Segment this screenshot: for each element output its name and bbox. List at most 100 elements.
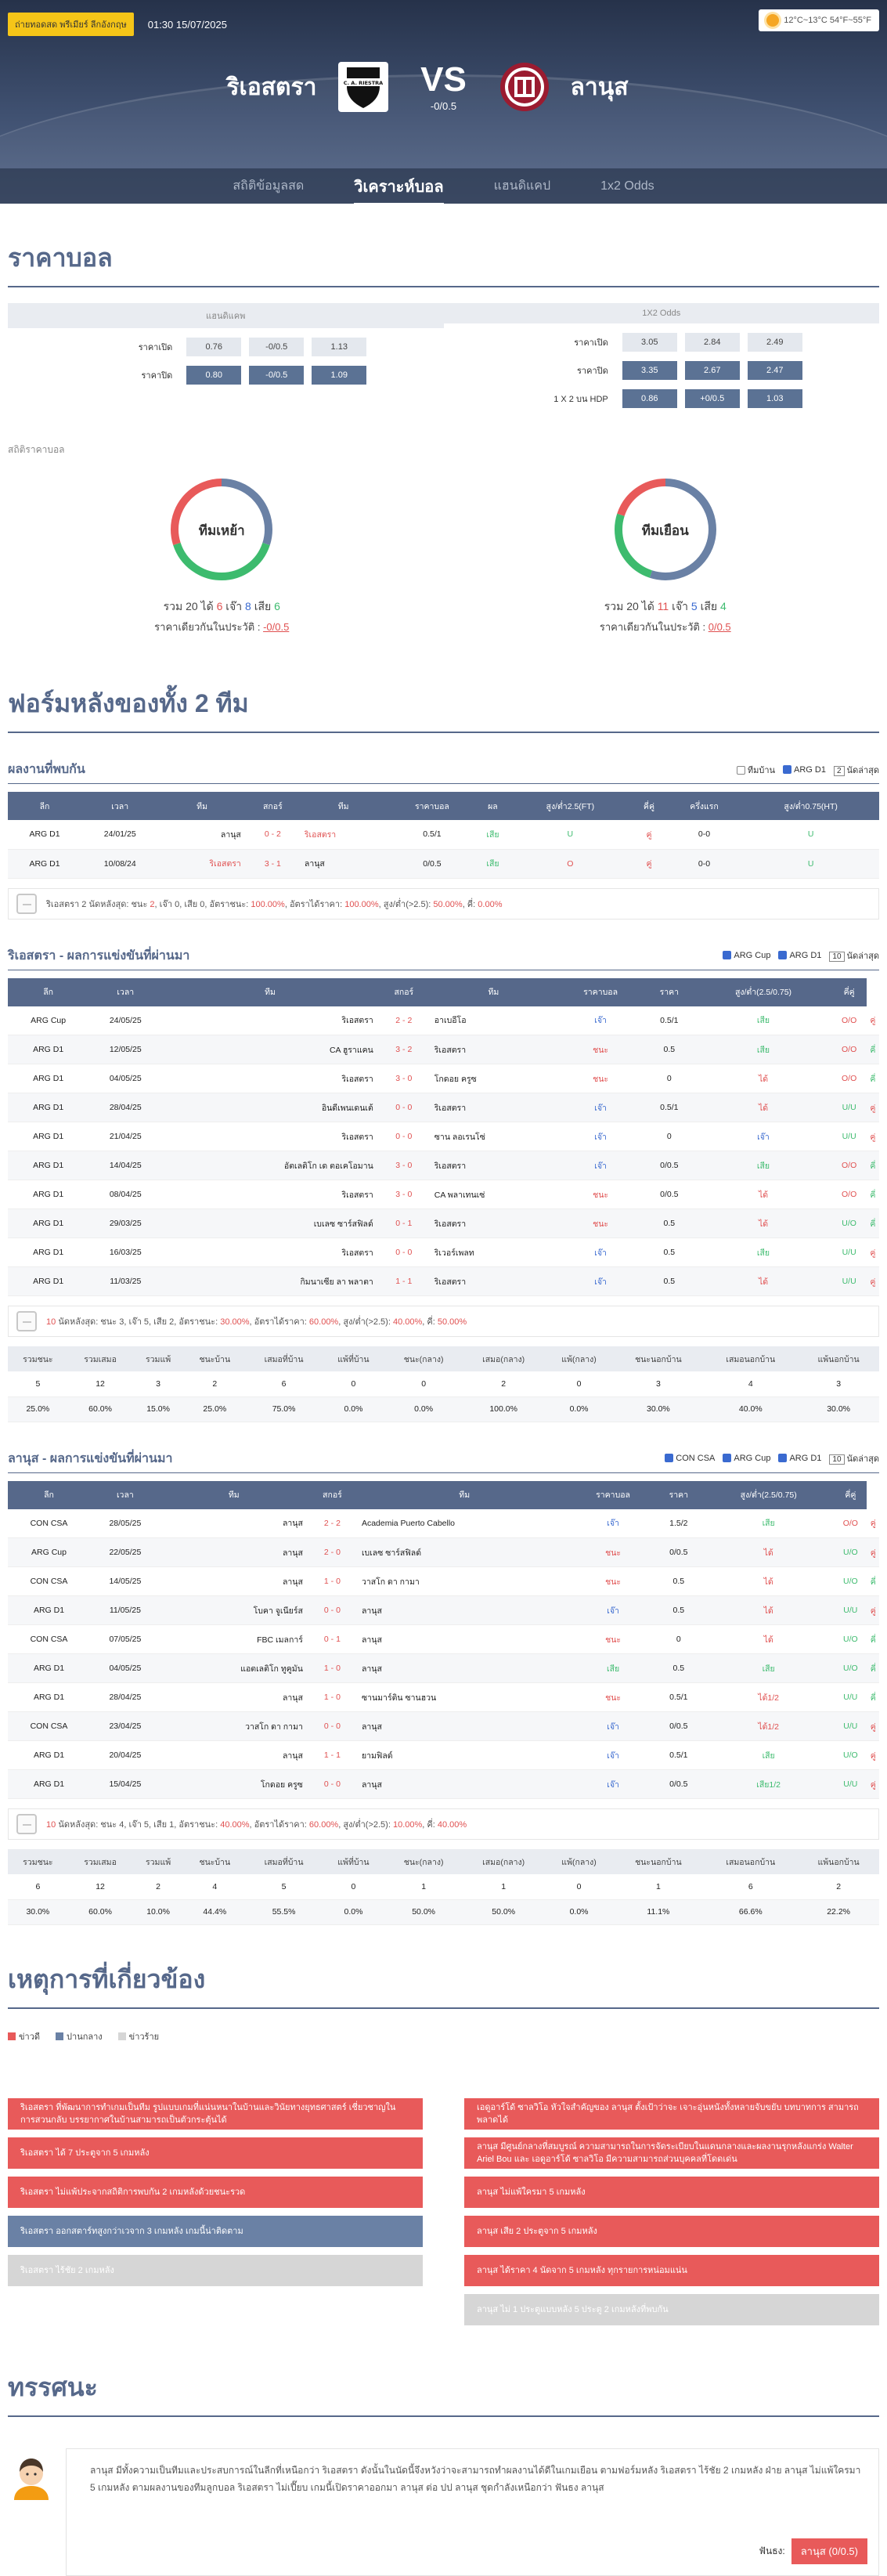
- table-cell: 0 - 0: [308, 1712, 357, 1741]
- con-csa-checkbox[interactable]: CON CSA: [665, 1454, 715, 1463]
- table-cell: 0.5/1: [654, 1683, 703, 1712]
- event-item: ริเอสตรา ที่พัฒนาการทำเกมเป็นทีม รูปแบบเ…: [8, 2098, 423, 2130]
- home-team-name[interactable]: ริเอสตรา: [137, 69, 317, 106]
- column-header: ราคาบอล: [557, 978, 644, 1006]
- table-cell: 10/08/24: [81, 849, 158, 878]
- column-header: ชนะ(กลาง): [385, 1849, 463, 1874]
- arg-cup-checkbox[interactable]: ARG Cup: [723, 951, 770, 960]
- event-item: ลานุส มีศูนย์กลางที่สมบูรณ์ ความสามารถใน…: [464, 2137, 879, 2169]
- neutral-news-swatch: [56, 2032, 63, 2040]
- tab-handicap[interactable]: แฮนดิแคป: [494, 168, 551, 204]
- live-broadcast-button[interactable]: ถ่ายทอดสด พรีเมียร์ ลีกอังกฤษ: [8, 13, 134, 36]
- pick-value[interactable]: ลานุส (0/0.5): [791, 2538, 867, 2564]
- table-cell: 0 - 2: [246, 820, 300, 849]
- table-cell: O: [508, 849, 632, 878]
- table-cell: กิมนาเซีย ลา พลาตา: [162, 1267, 378, 1296]
- column-header: เวลา: [81, 792, 158, 820]
- table-cell: ARG D1: [8, 1209, 88, 1238]
- table-cell: ริเอสตรา: [430, 1267, 557, 1296]
- table-cell: โกดอย ครูซ: [430, 1064, 557, 1093]
- table-cell: คู่: [867, 1509, 879, 1538]
- away-line-link[interactable]: 0/0.5: [709, 621, 731, 633]
- table-cell: ริเอสตรา: [430, 1035, 557, 1064]
- events-legend: ข่าวดี ปานกลาง ข่าวร้าย: [8, 2029, 879, 2043]
- table-cell: ริเอสตรา: [162, 1180, 378, 1209]
- arg-d1-checkbox[interactable]: ARG D1: [778, 951, 821, 960]
- tab-live-stats[interactable]: สถิติข้อมูลสด: [233, 168, 304, 204]
- table-cell: 100.0%: [463, 1396, 545, 1422]
- table-cell: อัตเลติโก เด ตอเคโอมาน: [162, 1151, 378, 1180]
- table-cell: แอตเลติโก ทูคูมัน: [160, 1654, 308, 1683]
- home-only-checkbox[interactable]: ทีมบ้าน: [737, 763, 775, 777]
- table-cell: ริเอสตรา: [162, 1122, 378, 1151]
- away-team-name[interactable]: ลานุส: [571, 69, 751, 106]
- table-cell: 15.0%: [132, 1396, 183, 1422]
- table-cell: U/U: [831, 1267, 866, 1296]
- home-team-logo[interactable]: C. A. RIESTRA: [337, 61, 389, 113]
- table-cell: 0 - 0: [378, 1122, 430, 1151]
- table-cell: 0.5: [654, 1654, 703, 1683]
- table-cell: 0.5: [644, 1238, 694, 1267]
- table-cell: ริเอสตรา: [300, 820, 387, 849]
- table-cell: 3: [613, 1371, 703, 1396]
- column-header: เสมอที่บ้าน: [246, 1346, 323, 1371]
- arg-cup-checkbox[interactable]: ARG Cup: [723, 1454, 770, 1463]
- good-news-swatch: [8, 2032, 16, 2040]
- table-cell: 0: [644, 1122, 694, 1151]
- table-cell: ARG D1: [8, 1596, 90, 1625]
- table-cell: ARG D1: [8, 1093, 88, 1122]
- table-cell: 2: [132, 1874, 183, 1899]
- table-cell: CON CSA: [8, 1509, 90, 1538]
- table-cell: 0.5: [644, 1035, 694, 1064]
- column-header: แพ้(กลาง): [545, 1849, 614, 1874]
- league-filter-checkbox[interactable]: ARG D1: [783, 765, 826, 775]
- column-header: คี่คู่: [831, 978, 866, 1006]
- tab-1x2-odds[interactable]: 1x2 Odds: [600, 172, 654, 201]
- tab-analysis[interactable]: วิเคราะห์บอล: [354, 166, 443, 204]
- column-header: รวมชนะ: [8, 1849, 68, 1874]
- table-cell: 0/0.5: [387, 849, 477, 878]
- table-cell: คี่: [867, 1180, 879, 1209]
- table-cell: เจ๊า: [572, 1596, 654, 1625]
- column-header: สกอร์: [308, 1481, 357, 1509]
- column-header: แพ้ที่บ้าน: [322, 1849, 384, 1874]
- note-icon: [16, 1814, 37, 1834]
- table-cell: เจ๊า: [557, 1151, 644, 1180]
- column-header: คี่คู่: [632, 792, 665, 820]
- column-header: รวมแพ้: [132, 1849, 183, 1874]
- table-cell: CON CSA: [8, 1712, 90, 1741]
- away-team-logo[interactable]: [499, 61, 550, 113]
- table-cell: U/U: [831, 1122, 866, 1151]
- table-cell: 2 - 0: [308, 1538, 357, 1567]
- table-cell: 6: [246, 1371, 323, 1396]
- table-cell: 6: [703, 1874, 798, 1899]
- arg-d1-checkbox[interactable]: ARG D1: [778, 1454, 821, 1463]
- table-cell: 2: [798, 1874, 879, 1899]
- home-line-link[interactable]: -0/0.5: [263, 621, 289, 633]
